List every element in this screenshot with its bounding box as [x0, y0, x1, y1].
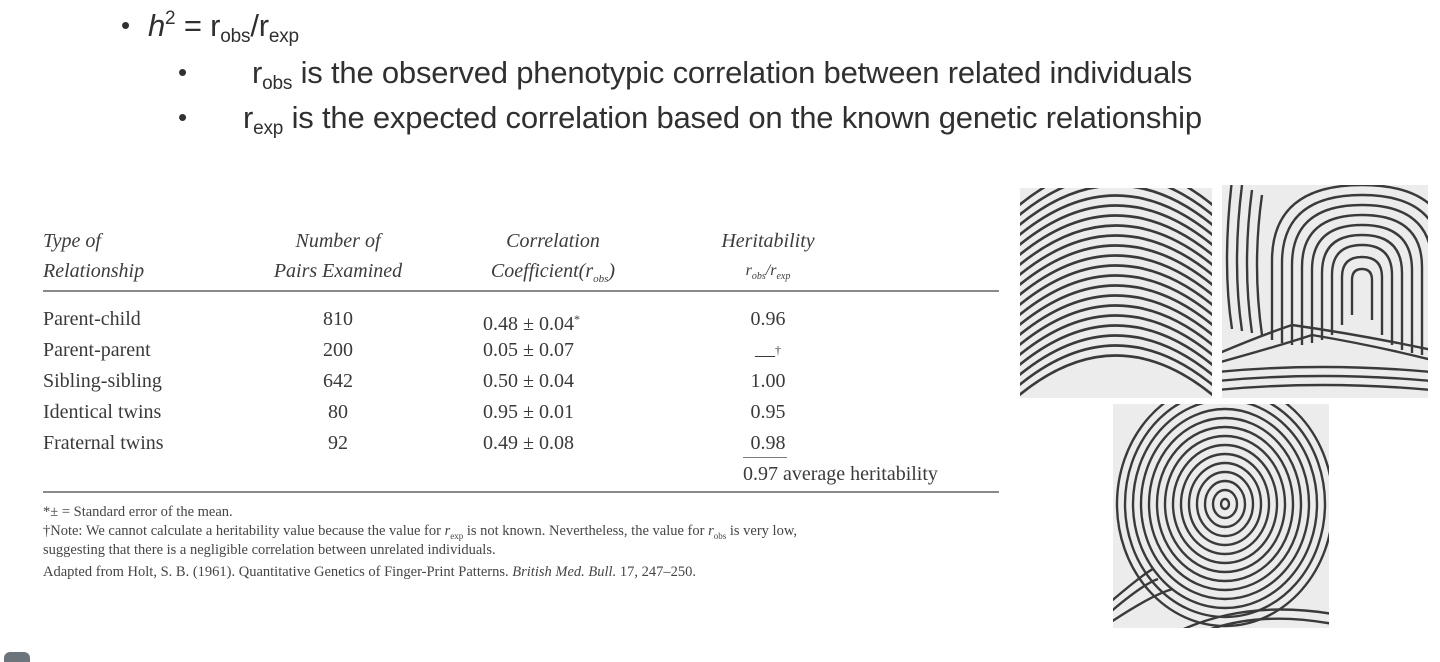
header-pairs: Number of Pairs Examined: [268, 226, 408, 286]
cell-relationship: Fraternal twins: [43, 432, 164, 454]
cell-correlation: 0.49 ± 0.08: [483, 428, 574, 459]
heritability-value: 0.98: [750, 432, 786, 454]
table-row: Identical twins 80 0.95 ± 0.01 0.95: [43, 397, 999, 428]
footnote-sub: obs: [713, 530, 727, 541]
average-heritability: 0.97 average heritability: [743, 463, 938, 485]
cell-relationship: Parent-parent: [43, 339, 151, 361]
footnote-mark: *: [573, 312, 580, 326]
heritability-value: 0.95: [750, 401, 786, 423]
rexp-definition: rexp is the expected correlation based o…: [243, 100, 1203, 139]
heritability-value: —: [755, 344, 775, 366]
formula-h: h: [148, 8, 166, 43]
cell-relationship: Parent-child: [43, 308, 141, 330]
cell-correlation: 0.50 ± 0.04: [483, 366, 574, 397]
cell-pairs: 200: [323, 339, 353, 361]
formula-sub-exp: exp: [268, 26, 299, 47]
header-line: robs/rexp: [703, 256, 833, 292]
formula-sub-obs: obs: [220, 26, 251, 47]
footnote-symbol: r: [444, 523, 451, 539]
heritability-value: 0.96: [750, 308, 786, 330]
footnote-mark: †: [775, 343, 781, 357]
cell-correlation: 0.05 ± 0.07: [483, 335, 574, 366]
cell-pairs: 92: [328, 432, 348, 454]
header-relationship: Type of Relationship: [43, 226, 144, 286]
arch-pattern-icon: [1020, 188, 1212, 397]
cell-pairs: 642: [323, 370, 353, 392]
footnote-note: †Note: We cannot calculate a heritabilit…: [43, 522, 797, 546]
cell-relationship: Identical twins: [43, 401, 162, 423]
correlation-value: 0.05 ± 0.07: [483, 339, 574, 361]
fingerprint-loop-image: [1222, 185, 1428, 398]
header-correlation: Correlation Coefficient(robs): [463, 226, 643, 294]
cell-heritability: 0.96: [743, 304, 793, 335]
heritability-formula: h2 = robs/rexp: [148, 8, 299, 47]
header-rule: [43, 290, 999, 292]
footnote-source: Adapted from Holt, S. B. (1961). Quantit…: [43, 563, 696, 582]
correlation-value: 0.49 ± 0.08: [483, 432, 574, 454]
cell-relationship: Sibling-sibling: [43, 370, 162, 392]
table-row: Fraternal twins 92 0.49 ± 0.08 0.98: [43, 428, 999, 459]
bullet-marker: •: [121, 10, 131, 40]
symbol-r: r: [252, 55, 263, 90]
footnote-text: Adapted from Holt, S. B. (1961). Quantit…: [43, 564, 513, 580]
footnote-symbol: r: [708, 523, 714, 539]
bullet-marker: •: [178, 102, 188, 132]
footnote-text: is very low,: [726, 523, 797, 539]
table-bottom-rule: [43, 491, 999, 493]
correlation-value: 0.50 ± 0.04: [483, 370, 574, 392]
symbol-sub: exp: [253, 118, 284, 139]
journal-name: British Med. Bull.: [512, 564, 617, 580]
header-line: Correlation: [506, 230, 600, 252]
slide-number-fragment: [4, 652, 30, 662]
header-line: Coefficient(robs): [463, 256, 643, 294]
definition-text: is the observed phenotypic correlation b…: [292, 55, 1193, 90]
header-text: r: [745, 262, 752, 279]
loop-pattern-icon: [1222, 185, 1428, 391]
header-line: Relationship: [43, 260, 145, 282]
header-sub: obs: [751, 271, 766, 283]
cell-correlation: 0.48 ± 0.04*: [483, 304, 580, 340]
header-line: Heritability: [721, 230, 815, 252]
bullet-marker: •: [178, 57, 188, 87]
table-row: Parent-parent 200 0.05 ± 0.07 —†: [43, 335, 999, 366]
header-sub: obs: [593, 273, 609, 285]
cell-pairs: 810: [323, 308, 353, 330]
formula-eq: = r: [175, 8, 221, 43]
cell-pairs: 80: [328, 401, 348, 423]
footnote-note-cont: suggesting that there is a negligible co…: [43, 542, 496, 558]
whorl-pattern-icon: [1113, 404, 1329, 628]
table-row: Sibling-sibling 642 0.50 ± 0.04 1.00: [43, 366, 999, 397]
correlation-value: 0.95 ± 0.01: [483, 401, 574, 423]
cell-heritability: 0.95: [743, 397, 793, 428]
footnote-sub: exp: [450, 530, 464, 541]
header-text: Coefficient(r: [490, 260, 594, 282]
footnote-standard-error: *± = Standard error of the mean.: [43, 504, 233, 520]
header-line: Type of: [43, 230, 101, 252]
symbol-sub: obs: [262, 73, 293, 94]
header-sub: exp: [776, 271, 791, 283]
fingerprint-arch-image: [1020, 188, 1212, 398]
header-line: Pairs Examined: [273, 260, 403, 282]
header-text: /r: [765, 262, 777, 279]
fingerprint-whorl-image: [1113, 404, 1329, 628]
cell-heritability: —†: [743, 335, 793, 371]
header-heritability: Heritability robs/rexp: [703, 226, 833, 292]
footnote-text: 17, 247–250.: [616, 564, 696, 580]
cell-heritability: 1.00: [743, 366, 793, 397]
cell-correlation: 0.95 ± 0.01: [483, 397, 574, 428]
symbol-r: r: [243, 100, 254, 135]
formula-slash: /r: [250, 8, 269, 43]
header-text: ): [608, 260, 616, 282]
definition-text: is the expected correlation based on the…: [283, 100, 1203, 135]
table-row: Parent-child 810 0.48 ± 0.04* 0.96: [43, 304, 999, 335]
formula-sup: 2: [165, 8, 176, 29]
correlation-value: 0.48 ± 0.04: [483, 313, 574, 335]
cell-heritability: 0.98: [743, 428, 793, 459]
header-line: Number of: [295, 230, 381, 252]
robs-definition: robs is the observed phenotypic correlat…: [252, 55, 1193, 94]
footnote-text: is not known. Nevertheless, the value fo…: [463, 523, 709, 539]
sum-underline: [743, 457, 787, 458]
footnote-text: †Note: We cannot calculate a heritabilit…: [43, 523, 445, 539]
heritability-value: 1.00: [750, 370, 786, 392]
